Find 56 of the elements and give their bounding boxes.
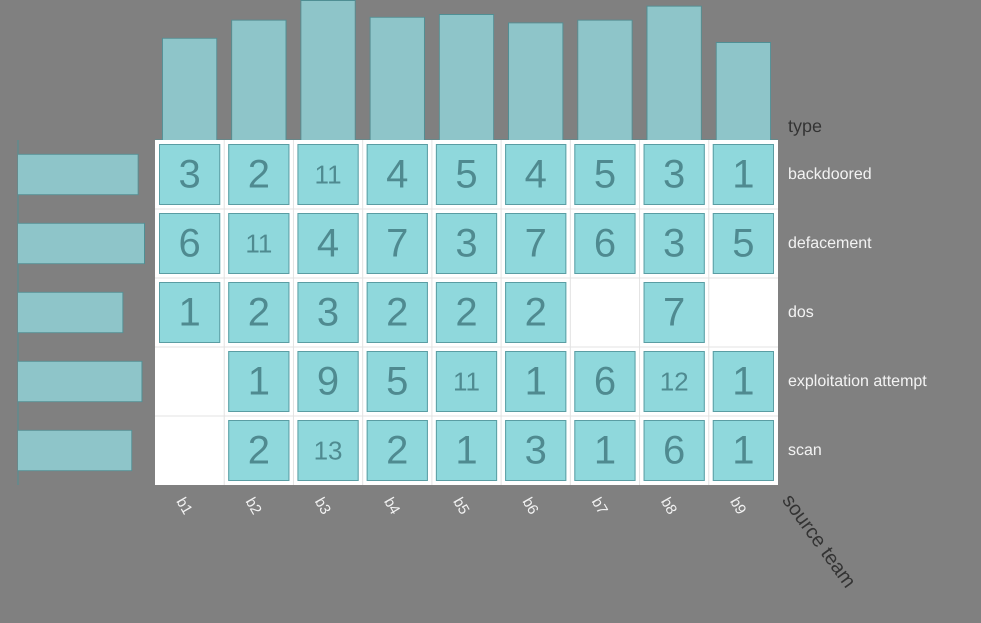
data-label: 2 [386,428,408,473]
data-label: 11 [245,228,272,259]
data-label: 1 [732,360,755,404]
data-label: 7 [386,222,408,266]
data-label: 3 [178,152,201,197]
data-label: 7 [524,222,547,266]
x-tick-label: b2 [242,494,265,518]
data-label: 1 [732,428,755,473]
data-label: 1 [455,428,478,473]
x-tick-label: b6 [518,494,542,518]
data-label: 2 [455,290,478,335]
data-label: 4 [386,152,408,197]
data-label: 1 [524,360,547,404]
data-label: 2 [248,152,270,197]
y-axis-title: type [788,116,822,136]
data-label: 6 [178,222,201,266]
data-label: 5 [386,360,408,404]
data-label: 5 [732,222,755,266]
data-label: 4 [316,222,340,266]
y-tick-label: backdoored [788,166,872,183]
y-tick-label: scan [788,442,822,459]
data-label: 1 [732,152,755,197]
x-tick-label: b4 [380,494,404,518]
data-label: 3 [524,428,547,473]
data-label: 9 [316,360,340,404]
data-label: 7 [663,290,686,335]
y-tick-label: defacement [788,234,872,252]
data-label: 4 [524,152,547,197]
y-tick-label: dos [788,304,814,321]
data-label: 12 [660,366,689,397]
data-label: 5 [594,152,616,197]
data-label: 2 [248,290,270,335]
x-tick-label: b5 [449,494,473,518]
data-label: 11 [314,160,342,190]
data-label: 3 [663,222,686,266]
data-label: 5 [455,152,478,197]
data-label: 13 [314,436,343,466]
data-label: 3 [455,222,478,266]
y-tick-label: exploitation attempt [788,372,928,390]
data-label: 1 [248,360,270,404]
x-tick-label: b7 [588,494,611,518]
data-label: 3 [663,152,686,197]
data-label: 2 [248,428,270,473]
x-tick-label: b3 [311,494,334,518]
data-label: 1 [178,290,201,335]
data-label: 3 [316,290,340,335]
data-label: 6 [594,360,616,404]
data-label: 6 [663,428,686,473]
data-label: 6 [594,222,616,266]
data-label: 1 [594,428,616,473]
data-label: 2 [524,290,547,335]
x-tick-label: b9 [726,494,750,518]
x-tick-label: b8 [657,494,680,518]
data-label: 11 [453,366,480,397]
data-label: 2 [386,290,408,335]
x-tick-label: b1 [172,494,196,518]
